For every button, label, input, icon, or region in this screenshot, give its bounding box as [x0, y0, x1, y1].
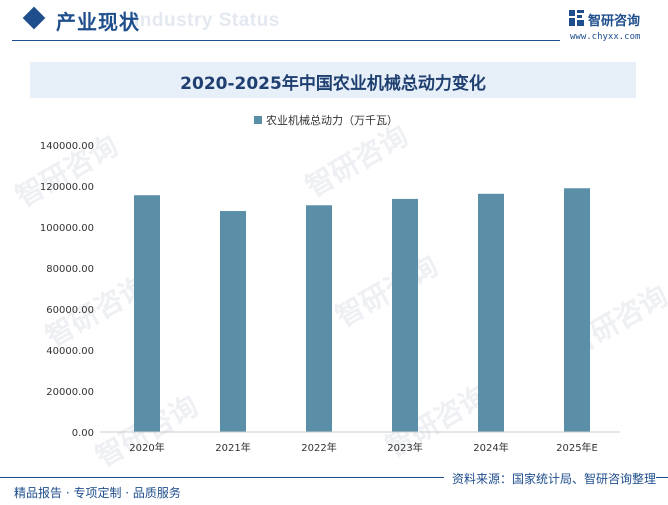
bar	[392, 198, 418, 432]
brand-logo[interactable]: 智研咨询 www.chyxx.com	[568, 8, 664, 44]
header-divider	[12, 40, 560, 41]
bar	[564, 188, 590, 432]
y-tick-label: 100000.00	[40, 223, 94, 234]
section-title: 产业现状	[56, 10, 140, 34]
data-source: 资料来源：国家统计局、智研咨询整理	[443, 470, 656, 487]
y-tick-label: 140000.00	[40, 141, 94, 152]
x-tick-label: 2023年	[387, 441, 422, 454]
footer-slogan: 精品报告 · 专项定制 · 品质服务	[14, 486, 181, 500]
bar	[478, 193, 504, 432]
chart-title-band: 2020-2025年中国农业机械总动力变化	[30, 62, 636, 98]
legend-label: 农业机械总动力（万千瓦）	[266, 113, 398, 127]
bar-series	[134, 188, 590, 432]
x-tick-label: 2022年	[301, 441, 336, 454]
y-tick-label: 0.00	[72, 428, 94, 439]
y-tick-label: 40000.00	[46, 346, 94, 357]
bar	[306, 205, 332, 432]
brand-url[interactable]: www.chyxx.com	[570, 32, 641, 42]
footer-divider	[0, 477, 668, 478]
legend-swatch	[254, 116, 262, 124]
x-tick-label: 2021年	[215, 441, 250, 454]
chart-legend: 农业机械总动力（万千瓦）	[254, 113, 398, 127]
x-tick-label: 2024年	[473, 441, 508, 454]
page-header: Industry Status 产业现状	[0, 0, 668, 44]
section-title-shadow: Industry Status	[134, 10, 280, 31]
chart-title: 2020-2025年中国农业机械总动力变化	[180, 74, 486, 94]
x-axis: 2020年 2021年 2022年 2023年 2024年 2025年E	[129, 441, 598, 454]
y-tick-label: 20000.00	[46, 387, 94, 398]
y-tick-label: 80000.00	[46, 264, 94, 275]
bar	[134, 195, 160, 432]
x-tick-label: 2020年	[129, 441, 164, 454]
bar	[220, 211, 246, 432]
y-axis: 0.00 20000.00 40000.00 60000.00 80000.00 1000…	[40, 141, 94, 439]
x-tick-label: 2025年E	[556, 441, 598, 454]
brand-logo-icon	[569, 10, 584, 26]
brand-name: 智研咨询	[588, 14, 641, 29]
bar-chart: 农业机械总动力（万千瓦） 0.00 20000.00 40000.00 60000.0…	[40, 113, 620, 454]
y-tick-label: 120000.00	[40, 182, 94, 193]
y-tick-label: 60000.00	[46, 305, 94, 316]
